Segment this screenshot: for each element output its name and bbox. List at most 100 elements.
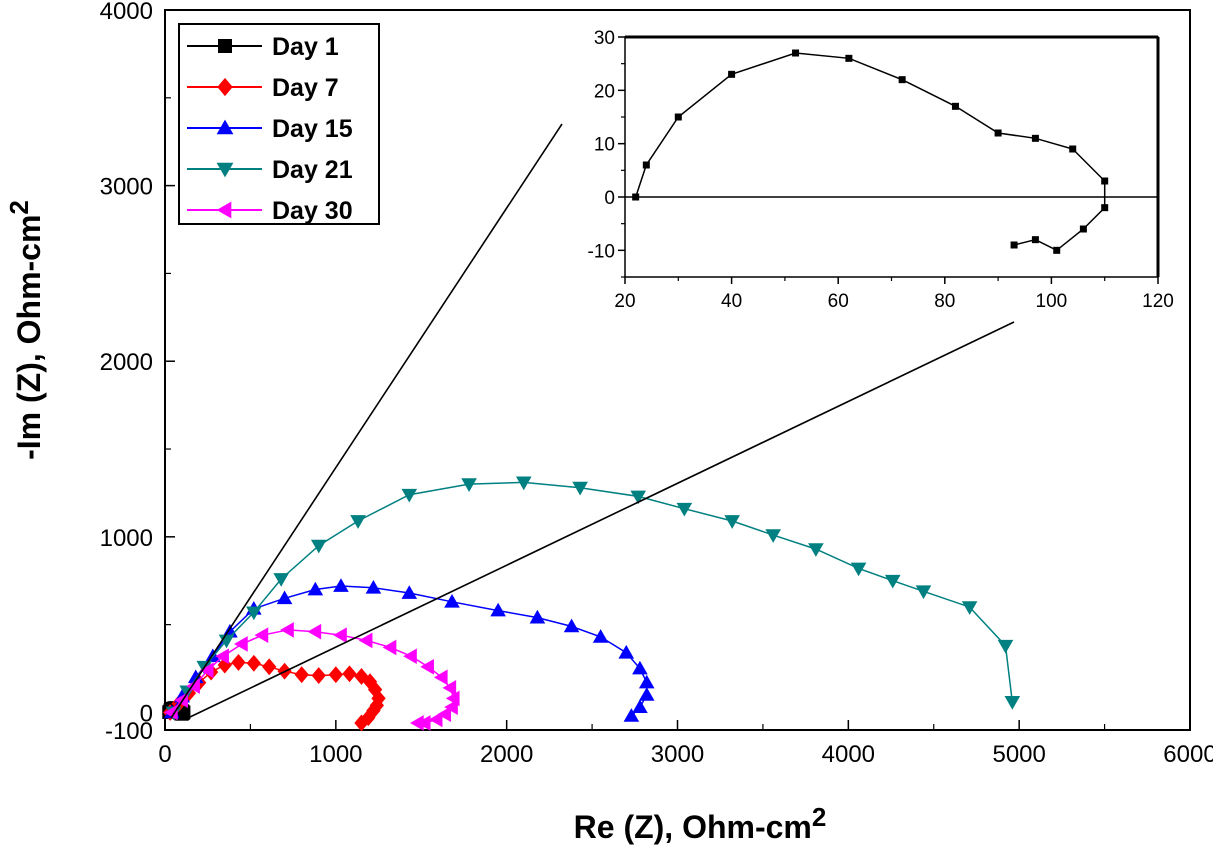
inset-data-point — [1031, 134, 1039, 142]
y-tick-label: 2000 — [100, 349, 153, 376]
x-tick-label: 5000 — [992, 741, 1045, 768]
data-point-day-21 — [246, 606, 262, 621]
series-day-21 — [165, 476, 1021, 721]
data-point-day-30 — [382, 639, 397, 656]
data-point-day-30 — [280, 622, 294, 638]
data-point-day-7 — [246, 654, 261, 672]
x-tick-label: 0 — [158, 741, 171, 768]
legend-marker-day-21 — [216, 162, 234, 178]
data-point-day-30 — [186, 678, 200, 694]
inset-y-tick-label: -10 — [588, 241, 615, 262]
data-point-day-15 — [529, 609, 546, 624]
series-day-7 — [162, 653, 386, 732]
data-point-day-21 — [676, 502, 693, 517]
data-point-day-21 — [915, 585, 932, 600]
data-point-day-15 — [592, 629, 609, 643]
inset-data-point — [1031, 236, 1039, 244]
inset-data-point — [642, 161, 650, 169]
data-point-day-7 — [294, 666, 309, 684]
inset-data-point — [674, 113, 682, 121]
data-point-day-21 — [572, 481, 588, 496]
main-axes: 0 1000 2000 3000 4000 5000 6000-10001000200030… — [100, 0, 1213, 768]
data-point-day-21 — [218, 634, 235, 649]
data-point-day-21 — [808, 543, 824, 557]
data-point-day-7 — [217, 656, 232, 674]
x-tick-label: 2000 — [480, 741, 533, 768]
data-point-day-7 — [354, 667, 369, 685]
inset-y-tick-label: 20 — [594, 81, 615, 102]
data-point-day-30 — [428, 711, 443, 728]
data-point-day-7 — [342, 665, 357, 683]
data-point-day-21 — [997, 639, 1014, 654]
y-tick-label: 1000 — [100, 525, 153, 552]
inset-axes: 20 40 60 80 100 120 -10 0 10 20 30 — [588, 28, 1174, 312]
series-day-30 — [164, 622, 460, 731]
data-point-day-7 — [354, 714, 369, 732]
data-point-day-15 — [444, 594, 460, 608]
data-point-day-21 — [461, 478, 477, 492]
inset-data-point — [1010, 241, 1018, 249]
inset-y-tick-label: 0 — [604, 188, 615, 209]
legend-marker-day-15 — [216, 119, 234, 135]
inset-x-tick-label: 80 — [934, 291, 955, 312]
data-point-day-7 — [311, 667, 326, 685]
inset-chart: 20 40 60 80 100 120 -10 0 10 20 30 — [588, 28, 1174, 312]
data-point-day-7 — [366, 702, 381, 720]
data-point-day-30 — [403, 648, 417, 665]
inset-y-tick-label: 30 — [594, 28, 615, 49]
data-point-day-7 — [328, 666, 343, 684]
legend-label-day-1: Day 1 — [272, 33, 339, 61]
inset-data-point — [1079, 225, 1087, 233]
inset-frame — [624, 36, 1159, 278]
data-point-day-21 — [350, 515, 366, 529]
data-point-day-15 — [618, 644, 635, 659]
legend-marker-day-1 — [218, 39, 232, 53]
y-tick-label: 4000 — [100, 0, 153, 25]
series-line-day-15 — [171, 585, 648, 717]
legend-label-day-7: Day 7 — [272, 74, 339, 102]
legend-marker-day-30 — [216, 201, 232, 219]
data-point-day-30 — [444, 699, 458, 715]
inset-data-point — [1101, 204, 1109, 212]
y-tick-label: 3000 — [100, 174, 153, 201]
inset-data-point — [792, 49, 800, 57]
legend-label-day-21: Day 21 — [272, 156, 353, 184]
data-point-day-30 — [234, 636, 248, 652]
data-point-day-21 — [724, 515, 740, 529]
data-point-day-30 — [420, 658, 434, 675]
data-point-day-15 — [401, 585, 418, 599]
data-point-day-15 — [490, 602, 506, 617]
data-point-day-15 — [276, 590, 293, 605]
legend-box — [178, 23, 380, 225]
inset-data-point — [951, 102, 959, 110]
inset-data-point — [898, 76, 906, 84]
data-point-day-30 — [199, 662, 214, 679]
data-point-day-7 — [231, 653, 246, 671]
x-tick-label: 4000 — [822, 741, 875, 768]
data-point-day-30 — [307, 623, 322, 640]
data-point-day-7 — [369, 696, 384, 714]
legend: Day 1 Day 7 Day 15 Day 21 Day 30 — [178, 23, 380, 225]
data-point-day-30 — [358, 632, 373, 649]
data-point-day-15 — [563, 618, 580, 633]
inset-data-point — [1053, 246, 1061, 254]
data-point-day-21 — [310, 539, 327, 554]
x-tick-label: 3000 — [651, 741, 704, 768]
data-point-day-15 — [623, 708, 640, 722]
data-point-day-21 — [1004, 696, 1021, 710]
data-point-day-15 — [638, 674, 655, 689]
data-point-day-21 — [515, 476, 532, 491]
data-point-day-15 — [307, 581, 324, 596]
data-point-day-21 — [765, 529, 781, 543]
data-point-day-21 — [850, 562, 867, 577]
x-tick-label: 1000 — [309, 741, 362, 768]
data-point-day-30 — [254, 627, 269, 643]
inset-x-tick-label: 120 — [1142, 291, 1174, 312]
data-point-day-21 — [401, 488, 418, 503]
y-tick-label: -100 — [105, 718, 153, 745]
data-point-day-21 — [273, 573, 289, 587]
data-point-day-21 — [884, 574, 901, 589]
data-point-day-30 — [410, 715, 424, 731]
legend-marker-day-7 — [217, 77, 233, 97]
data-point-day-30 — [433, 669, 448, 686]
